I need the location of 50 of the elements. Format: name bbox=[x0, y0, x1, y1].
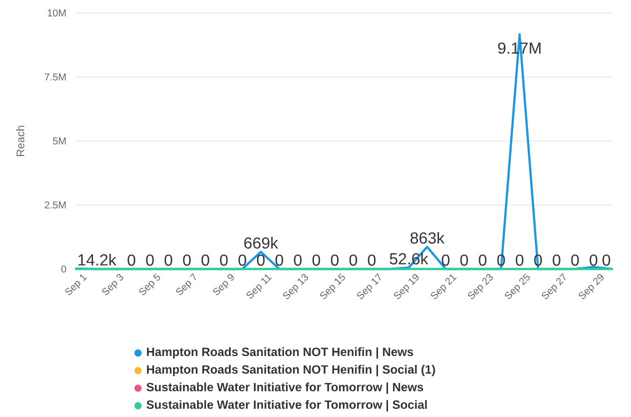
x-tick-label: Sep 9 bbox=[213, 274, 234, 296]
legend-label: Hampton Roads Sanitation NOT Henifin | Social (1) bbox=[147, 364, 435, 376]
x-tick-label: Sep 1 bbox=[65, 274, 87, 296]
legend-label: Sustainable Water Initiative for Tomorrow | News bbox=[146, 382, 424, 394]
x-tick-label: Sep 19 bbox=[394, 274, 419, 299]
data-label: 0 bbox=[202, 254, 210, 266]
data-label: 0 bbox=[602, 254, 610, 266]
x-tick-label: Sep 23 bbox=[468, 274, 493, 299]
y-tick-label: 0 bbox=[61, 265, 66, 273]
data-label: 0 bbox=[238, 254, 246, 266]
data-label: 14.2k bbox=[78, 254, 116, 266]
data-label: 0 bbox=[128, 254, 136, 266]
x-tick-label: Sep 11 bbox=[246, 274, 272, 298]
x-tick-label: Sep 13 bbox=[283, 274, 308, 299]
data-label: 0 bbox=[552, 254, 560, 266]
data-label: 0 bbox=[257, 254, 265, 266]
legend-label: Hampton Roads Sanitation NOT Henifin | News bbox=[147, 347, 414, 359]
data-label: 0 bbox=[275, 254, 284, 266]
y-tick-label: 5M bbox=[52, 137, 66, 144]
data-label: 0 bbox=[330, 254, 339, 266]
legend-label: Sustainable Water Initiative for Tomorrow | Social bbox=[146, 400, 427, 412]
data-label: 0 bbox=[349, 254, 358, 266]
data-label: 0 bbox=[146, 254, 154, 266]
data-label: 0 bbox=[478, 254, 486, 266]
data-label: 0 bbox=[312, 254, 320, 266]
x-tick-label: Sep 29 bbox=[578, 274, 604, 299]
x-tick-label: Sep 27 bbox=[542, 273, 566, 299]
data-label: 0 bbox=[220, 254, 228, 266]
x-tick-label: Sep 5 bbox=[139, 273, 160, 296]
data-label: 0 bbox=[590, 254, 598, 266]
data-label: 0 bbox=[516, 254, 524, 266]
y-tick-label: 10M bbox=[48, 9, 66, 17]
y-axis-title: Reach bbox=[16, 126, 24, 156]
x-tick-label: Sep 25 bbox=[504, 273, 530, 299]
x-tick-label: Sep 15 bbox=[320, 273, 345, 299]
x-tick-label: Sep 7 bbox=[176, 273, 196, 296]
y-tick-label: 7.5M bbox=[44, 74, 66, 80]
data-label: 669k bbox=[244, 236, 278, 249]
x-tick-label: Sep 17 bbox=[357, 273, 381, 299]
data-label: 0 bbox=[442, 254, 450, 266]
data-label: 0 bbox=[571, 254, 579, 266]
data-label: 0 bbox=[460, 254, 468, 266]
data-label: 863k bbox=[410, 232, 445, 244]
data-label: 0 bbox=[368, 254, 376, 266]
data-label: 0 bbox=[164, 254, 172, 266]
data-label: 0 bbox=[294, 254, 302, 266]
data-label: 0 bbox=[183, 254, 191, 266]
x-tick-label: Sep 3 bbox=[102, 274, 124, 296]
y-tick-label: 2.5M bbox=[44, 201, 66, 209]
x-tick-label: Sep 21 bbox=[430, 274, 457, 299]
